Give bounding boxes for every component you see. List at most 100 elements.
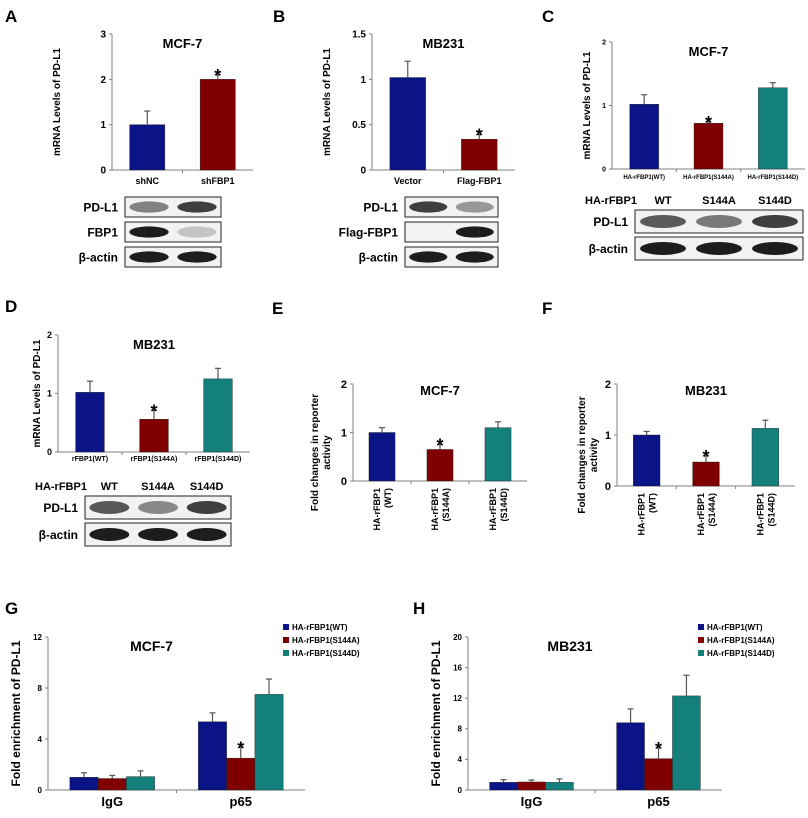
y-tick-label: 1 (100, 120, 106, 131)
panel-e: E 0 1 2 Fold changes in reporteractivity MCF-… (272, 299, 527, 531)
significance-marker: * (214, 66, 221, 86)
bar-ha-rfbp1-s144d--p65 (672, 695, 701, 791)
blot-band (409, 251, 448, 263)
bar-flag-fbp1 (461, 138, 498, 171)
blot-band (455, 201, 494, 213)
blot-band (409, 201, 448, 213)
x-tick-label-line: (S144A) (441, 488, 451, 522)
y-tick-label: 16 (453, 663, 462, 672)
x-tick-label: HA-rFBP1(S144A) (430, 488, 451, 531)
bar-ha-rfbp1-s144d- (484, 427, 512, 482)
y-tick-label: 3 (100, 30, 106, 41)
bar-ha-rfbp1-wt--p65 (616, 722, 645, 791)
x-tick-label: rFBP1(WT) (72, 456, 108, 463)
blot-lane-header: HA-rFBP1 (35, 481, 87, 493)
x-tick-label: Flag-FBP1 (457, 176, 502, 186)
y-tick-label: 20 (453, 633, 462, 642)
panel-label: D (5, 297, 17, 316)
legend-label: HA-rFBP1(S144A) (707, 636, 775, 645)
y-tick-label: 2 (602, 39, 606, 46)
y-axis-label-line: activity (589, 437, 600, 472)
legend-swatch (698, 650, 704, 656)
bar-ha-rfbp1-s144d--igg (126, 776, 155, 791)
blot-band (129, 201, 169, 213)
blot-row-label: β-actin (589, 242, 628, 256)
y-axis-label: Fold changes in reporteractivity (577, 396, 600, 513)
bar-ha-rfbp1-wt- (368, 432, 396, 482)
y-axis-label: mRNA Levels of PD-L1 (582, 51, 593, 159)
bar-rfbp1-wt- (75, 392, 105, 453)
bar-ha-rfbp1-s144a--igg (517, 781, 546, 791)
legend: HA-rFBP1(WT) HA-rFBP1(S144A) HA-rFBP1(S144… (698, 623, 775, 658)
legend-swatch (698, 624, 704, 630)
blot-band (129, 226, 169, 238)
panel-g: G 0 4 8 12 Fold enrichment of PD-L1 MCF-7 IgG * p… (5, 599, 360, 809)
x-tick-label: IgG (521, 794, 543, 809)
bar-ha-rfbp1-wt--p65 (198, 721, 227, 791)
significance-marker: * (476, 126, 483, 146)
panel-label: B (273, 7, 285, 26)
bar-ha-rfbp1-wt--igg (69, 777, 99, 791)
y-tick-label: 0.5 (352, 120, 366, 131)
x-tick-label-line: HA-rFBP1 (488, 488, 498, 531)
y-tick-label: 0 (602, 166, 606, 173)
blot-row-label: β-actin (359, 251, 398, 265)
bar-ha-rfbp1-s144a--p65 (226, 757, 256, 791)
panel-label: A (5, 7, 17, 26)
x-tick-label: shNC (135, 176, 159, 186)
bar-vector (389, 77, 426, 171)
bar-ha-rfbp1-s144d--p65 (254, 694, 284, 791)
legend-label: HA-rFBP1(S144A) (292, 636, 360, 645)
chart-title: MCF-7 (420, 383, 460, 398)
y-axis-label-line: Fold changes in reporter (577, 396, 588, 513)
blot-row-label: FBP1 (87, 226, 118, 240)
chart-title: MB231 (133, 337, 175, 352)
blot-band (89, 501, 130, 514)
y-tick-label: 8 (458, 725, 463, 734)
blot-band (752, 242, 798, 255)
blot-band (186, 528, 227, 541)
blot-band (640, 242, 686, 255)
x-tick-label-line: (S144D) (499, 488, 509, 522)
chart-title: MB231 (685, 383, 727, 398)
y-tick-label: 0 (341, 476, 347, 488)
bar-ha-rfbp1-wt- (629, 104, 659, 170)
blot-lane-label: WT (101, 481, 118, 493)
blot-band (455, 251, 494, 263)
bar-ha-rfbp1-s144a- (426, 449, 454, 482)
panel-b: B 0 0.5 1 1.5 mRNA Levels of PD-L1 MB231 Vector… (273, 7, 515, 268)
panel-label: C (542, 7, 554, 26)
chart-title: MCF-7 (689, 44, 729, 59)
x-tick-label-line: (S144A) (707, 493, 717, 527)
y-tick-label: 1 (602, 103, 606, 110)
blot-band (752, 215, 798, 228)
chart-title: MB231 (423, 36, 465, 51)
legend-label: HA-rFBP1(S144D) (292, 649, 360, 658)
x-tick-label: HA-rFBP1(S144D) (488, 488, 509, 531)
blot-band (640, 215, 686, 228)
bar-shfbp1 (199, 79, 236, 171)
blot-band (455, 226, 494, 238)
bar-ha-rfbp1-s144a--igg (97, 778, 127, 791)
y-tick-label: 1 (341, 427, 347, 439)
bar-ha-rfbp1-s144d- (751, 428, 779, 487)
y-tick-label: 0 (38, 786, 43, 795)
x-tick-label-line: (WT) (648, 493, 658, 513)
blot-row-label: PD-L1 (83, 201, 118, 215)
y-tick-label: 8 (38, 684, 43, 693)
blot-row-label: β-actin (39, 528, 78, 542)
legend-label: HA-rFBP1(WT) (707, 623, 763, 632)
y-tick-label: 4 (38, 735, 43, 744)
blot-band (177, 201, 217, 213)
y-axis-label-line: Fold changes in reporter (310, 394, 321, 511)
significance-marker: * (436, 436, 443, 456)
significance-marker: * (237, 738, 244, 758)
x-tick-label-line: HA-rFBP1 (372, 488, 382, 531)
blot-band (696, 242, 742, 255)
y-tick-label: 1 (360, 75, 366, 86)
chart-title: MB231 (547, 638, 592, 654)
x-tick-label-line: HA-rFBP1 (755, 493, 765, 536)
bar-ha-rfbp1-s144a- (693, 123, 724, 170)
x-tick-label-line: HA-rFBP1 (430, 488, 440, 531)
y-axis-label: Fold enrichment of PD-L1 (9, 640, 23, 786)
